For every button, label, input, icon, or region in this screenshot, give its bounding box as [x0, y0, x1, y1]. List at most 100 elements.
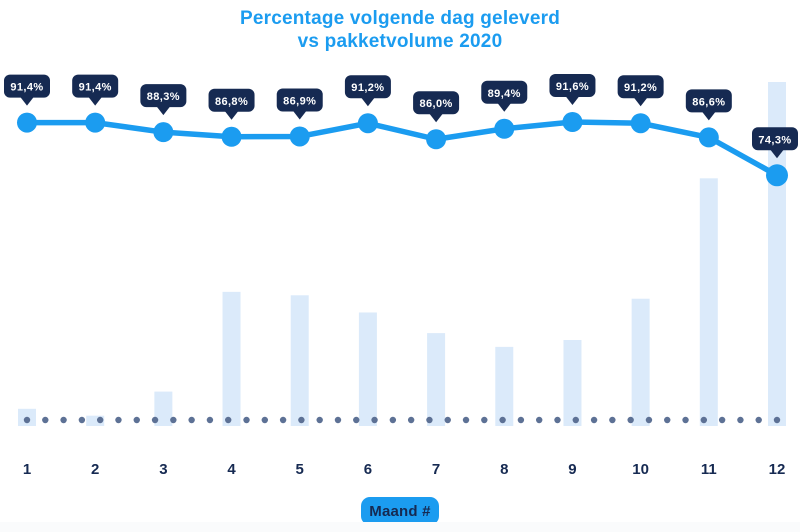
baseline-dot [426, 416, 433, 424]
baseline-dot [535, 416, 543, 424]
line-marker[interactable] [766, 164, 788, 187]
chart-title: Percentage volgende dag geleverd vs pakk… [0, 7, 800, 53]
baseline-dot [737, 416, 744, 424]
tooltip-value-label: 88,3% [147, 91, 180, 103]
volume-bar[interactable] [495, 346, 514, 426]
value-tooltip: 91,2% [617, 75, 664, 107]
markers-group [17, 112, 788, 187]
value-tooltip: 91,6% [549, 74, 596, 105]
baseline-dot [499, 416, 506, 424]
value-tooltip: 86,6% [685, 89, 732, 121]
baseline-dot [225, 416, 232, 424]
baseline-dot [462, 416, 470, 424]
value-tooltip: 86,0% [413, 91, 460, 123]
x-tick-label: 8 [500, 461, 508, 478]
line-marker[interactable] [357, 113, 378, 134]
tooltip-value-label: 91,6% [556, 81, 589, 93]
line-marker[interactable] [153, 122, 174, 143]
baseline-dot [78, 416, 86, 424]
chart-title-line1: Percentage volgende dag geleverd [239, 8, 560, 29]
baseline-dot [261, 416, 269, 424]
line-marker[interactable] [562, 112, 583, 132]
tooltip-value-label: 91,4% [10, 82, 43, 94]
value-tooltip: 91,4% [4, 74, 50, 106]
baseline-dot [444, 416, 451, 424]
x-tick-label: 9 [568, 461, 576, 478]
baseline-dot [206, 416, 214, 424]
volume-bar[interactable] [563, 340, 582, 426]
baseline-dot [517, 416, 525, 424]
value-tooltip: 86,9% [276, 88, 323, 120]
baseline-dot [96, 416, 104, 424]
x-tick-label: 10 [632, 461, 649, 478]
tooltip-value-label: 86,9% [283, 95, 316, 107]
baseline-dot [334, 416, 342, 424]
volume-bar[interactable] [86, 415, 105, 426]
tooltip-value-label: 91,2% [351, 82, 384, 94]
x-tick-label: 7 [432, 461, 440, 478]
x-tick-label: 3 [159, 461, 167, 478]
line-marker[interactable] [85, 112, 106, 133]
volume-bar[interactable] [427, 333, 446, 426]
tooltip-value-label: 91,2% [624, 82, 657, 94]
line-marker[interactable] [630, 113, 651, 134]
value-tooltip: 91,4% [72, 74, 119, 106]
baseline-dot [700, 416, 708, 424]
tooltip-value-label: 89,4% [488, 88, 521, 100]
tooltip-value-label: 74,3% [758, 134, 791, 146]
baseline-dot [645, 416, 653, 424]
baseline-dot [407, 416, 415, 424]
volume-bar[interactable] [631, 298, 650, 426]
x-tick-label: 5 [296, 461, 304, 478]
baseline-dot [755, 416, 762, 424]
chart-title-line2: vs pakketvolume 2020 [297, 31, 503, 52]
x-tick-label: 2 [91, 461, 99, 478]
footer-strip [0, 522, 800, 532]
value-tooltip: 88,3% [140, 84, 187, 116]
line-marker[interactable] [426, 129, 447, 150]
tooltip-value-label: 91,4% [79, 82, 112, 94]
value-tooltip: 86,8% [208, 88, 255, 120]
baseline-dot [664, 416, 671, 424]
line-marker[interactable] [17, 112, 37, 133]
baseline-dot [151, 416, 159, 424]
baseline-dot [590, 416, 598, 424]
baseline-dot [481, 416, 488, 424]
volume-bar[interactable] [222, 291, 241, 426]
baseline-dot [316, 416, 323, 424]
baseline-dot [773, 416, 781, 424]
tooltips-group: 91,4% 91,4% 88,3% 86,8% 86,9% 91,2% 86,0% 89,4%… [4, 74, 798, 159]
line-marker[interactable] [494, 118, 515, 139]
baseline-dot [389, 416, 397, 424]
baseline-dot [279, 416, 287, 424]
x-axis-ticks: 1 2 3 4 5 6 7 8 9 10 11 12 [23, 461, 786, 478]
x-tick-label: 11 [701, 461, 717, 478]
volume-bar[interactable] [154, 391, 173, 426]
baseline-dot [353, 416, 360, 424]
line-marker[interactable] [698, 127, 719, 148]
line-marker[interactable] [289, 126, 310, 147]
value-tooltip: 91,2% [344, 75, 391, 107]
volume-bar[interactable] [358, 312, 377, 426]
baseline-dot [682, 416, 689, 424]
dotted-baseline [23, 416, 781, 424]
baseline-dot [115, 416, 122, 424]
baseline-dot [23, 416, 31, 424]
percentage-line [24, 119, 780, 179]
baseline-dot [298, 416, 305, 424]
line-marker[interactable] [221, 126, 242, 147]
baseline-dot [188, 416, 195, 424]
x-tick-label: 6 [364, 461, 372, 478]
volume-bar[interactable] [699, 178, 718, 426]
tooltip-value-label: 86,6% [692, 96, 725, 108]
baseline-dot [60, 416, 67, 424]
baseline-dot [243, 416, 250, 424]
baseline-dot [718, 416, 726, 424]
tooltip-value-label: 86,0% [419, 98, 452, 110]
baseline-dot [133, 416, 140, 424]
volume-bar[interactable] [290, 295, 309, 426]
baseline-dot [609, 416, 616, 424]
x-tick-label: 1 [23, 461, 31, 478]
